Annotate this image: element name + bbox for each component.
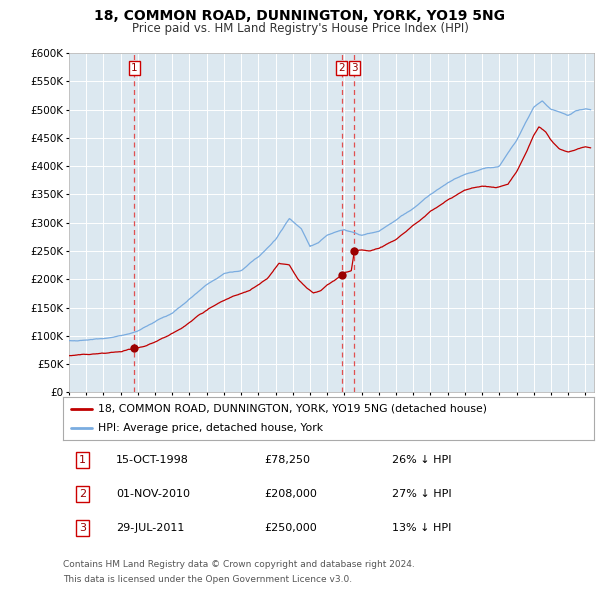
Text: £78,250: £78,250 [265, 455, 311, 465]
Text: £208,000: £208,000 [265, 489, 317, 499]
Text: HPI: Average price, detached house, York: HPI: Average price, detached house, York [98, 422, 323, 432]
Text: 2: 2 [338, 63, 345, 73]
Text: 18, COMMON ROAD, DUNNINGTON, YORK, YO19 5NG (detached house): 18, COMMON ROAD, DUNNINGTON, YORK, YO19 … [98, 404, 487, 414]
Text: 15-OCT-1998: 15-OCT-1998 [116, 455, 189, 465]
Text: 1: 1 [131, 63, 137, 73]
Text: 27% ↓ HPI: 27% ↓ HPI [392, 489, 452, 499]
Text: 01-NOV-2010: 01-NOV-2010 [116, 489, 190, 499]
Text: Price paid vs. HM Land Registry's House Price Index (HPI): Price paid vs. HM Land Registry's House … [131, 22, 469, 35]
Text: 18, COMMON ROAD, DUNNINGTON, YORK, YO19 5NG: 18, COMMON ROAD, DUNNINGTON, YORK, YO19 … [95, 9, 505, 23]
Text: This data is licensed under the Open Government Licence v3.0.: This data is licensed under the Open Gov… [63, 575, 352, 584]
Text: 3: 3 [351, 63, 358, 73]
Text: 13% ↓ HPI: 13% ↓ HPI [392, 523, 452, 533]
Text: £250,000: £250,000 [265, 523, 317, 533]
Text: 3: 3 [79, 523, 86, 533]
Text: 2: 2 [79, 489, 86, 499]
Text: 1: 1 [79, 455, 86, 465]
Text: 26% ↓ HPI: 26% ↓ HPI [392, 455, 452, 465]
Text: Contains HM Land Registry data © Crown copyright and database right 2024.: Contains HM Land Registry data © Crown c… [63, 560, 415, 569]
Text: 29-JUL-2011: 29-JUL-2011 [116, 523, 184, 533]
